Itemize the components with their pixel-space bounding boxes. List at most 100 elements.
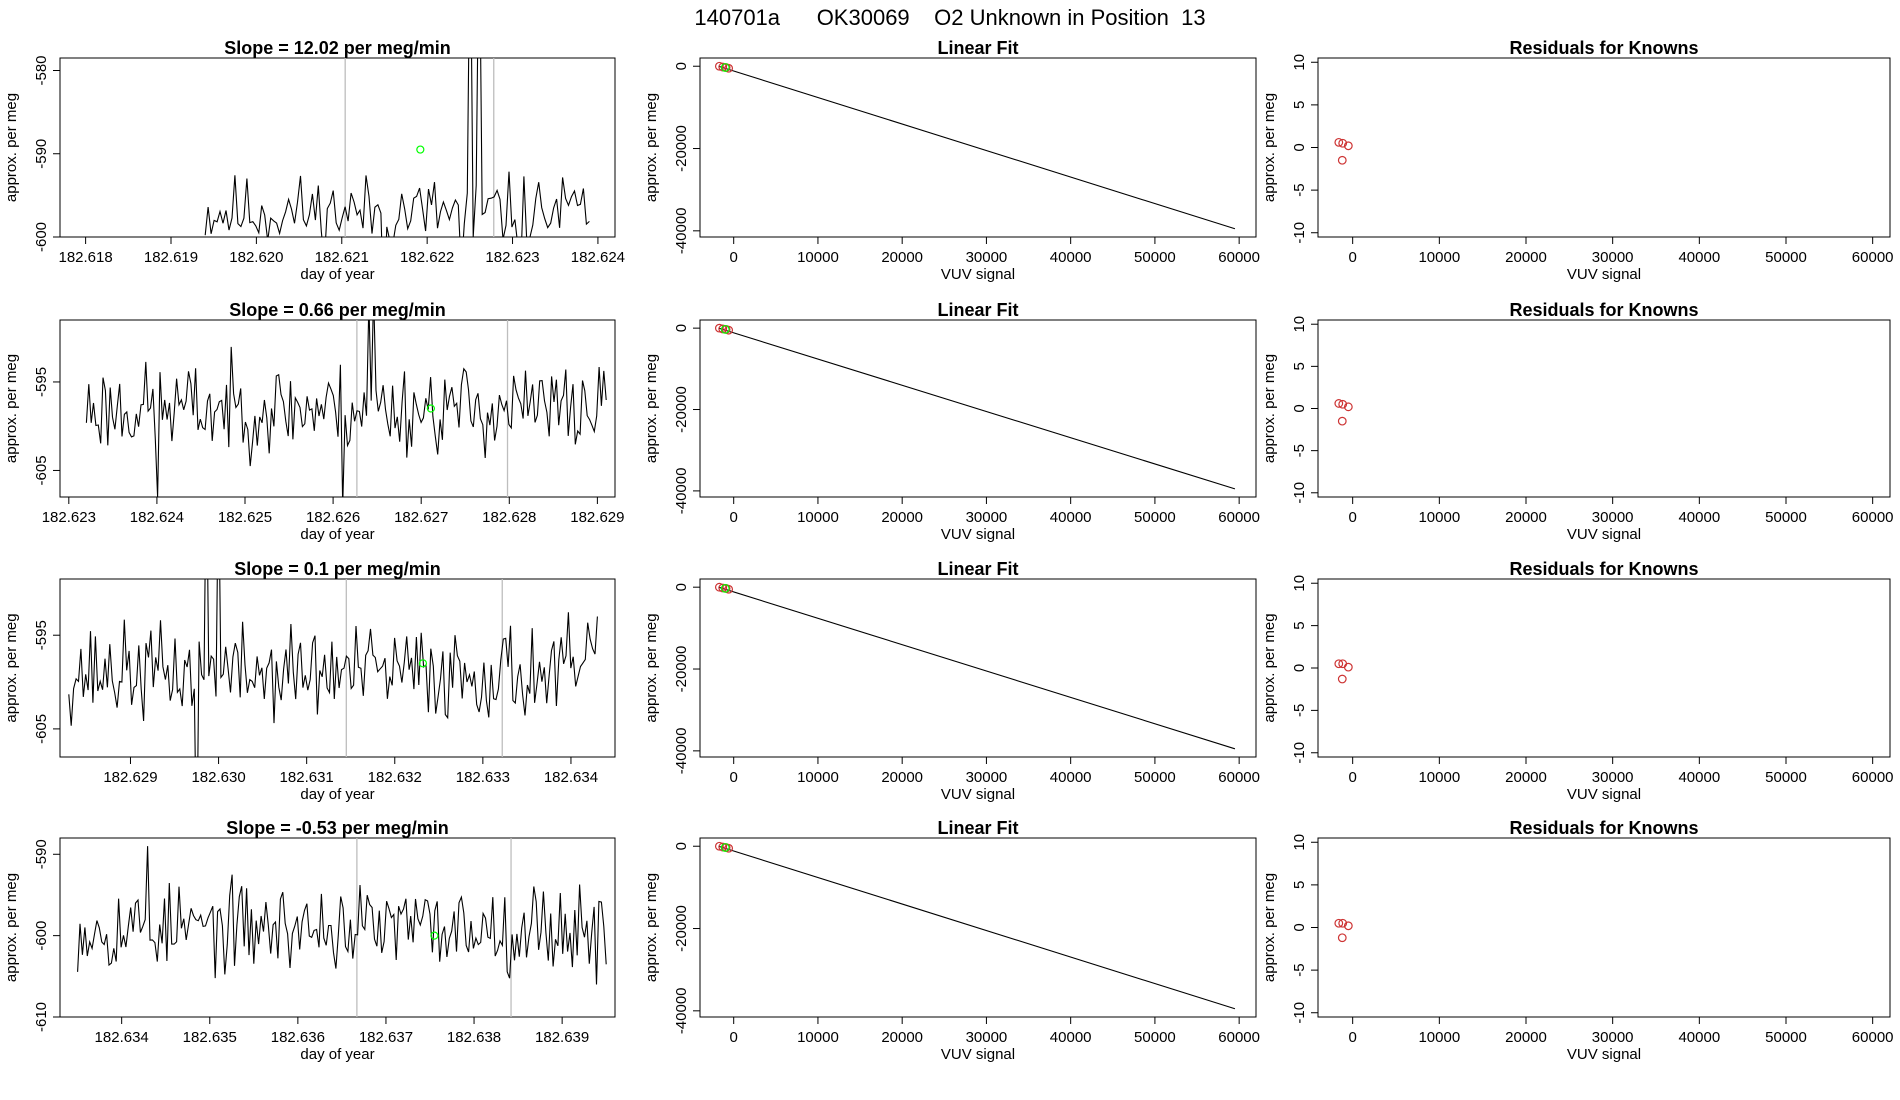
y-tick-label: 0: [673, 842, 690, 850]
plot-frame: [1317, 319, 1891, 498]
chart-title: Slope = 12.02 per meg/min: [224, 38, 451, 58]
x-axis-label: day of year: [300, 266, 374, 283]
x-tick-label: 20000: [1505, 1029, 1547, 1046]
x-tick-label: 10000: [1418, 769, 1460, 786]
y-tick-label: -605: [33, 714, 50, 744]
known-point: [1343, 141, 1353, 151]
x-tick-label: 50000: [1134, 509, 1176, 526]
y-tick-label: -10: [1291, 222, 1308, 244]
known-point: [1337, 933, 1347, 943]
plot-area: [68, 579, 598, 757]
x-tick-label: 182.620: [229, 249, 283, 266]
x-tick-label: 10000: [1418, 1029, 1460, 1046]
y-tick-label: -10: [1291, 742, 1308, 764]
plot-area: [1334, 659, 1353, 684]
x-tick-label: 182.627: [394, 509, 448, 526]
y-tick-label: 0: [673, 583, 690, 591]
known-point: [714, 841, 724, 851]
plot-frame: [699, 319, 1257, 498]
chart-title: Slope = -0.53 per meg/min: [226, 818, 449, 838]
x-tick-label: 20000: [881, 509, 923, 526]
x-tick-label: 30000: [966, 769, 1008, 786]
x-tick-label: 10000: [797, 249, 839, 266]
plot-frame: [59, 319, 616, 498]
x-tick-label: 30000: [1592, 1029, 1634, 1046]
trace-line: [85, 320, 607, 497]
plot-area: [714, 582, 1236, 750]
trace-line: [77, 846, 607, 985]
y-tick-label: 10: [1291, 834, 1308, 851]
y-tick-label: 10: [1291, 54, 1308, 71]
plot-area: [204, 58, 590, 237]
unknown-point: [418, 659, 428, 668]
plot-area: [85, 320, 607, 497]
unknown-point: [720, 63, 730, 72]
y-axis-label: approx. per meg: [643, 613, 660, 722]
x-tick-label: 60000: [1852, 769, 1894, 786]
plot-frame: [1317, 837, 1891, 1018]
x-tick-label: 182.624: [130, 509, 184, 526]
x-axis-label: VUV signal: [1567, 526, 1641, 543]
y-tick-label: -40000: [673, 987, 690, 1034]
x-tick-label: 182.619: [144, 249, 198, 266]
x-tick-label: 30000: [1592, 249, 1634, 266]
y-tick-label: -595: [33, 367, 50, 397]
y-tick-label: -20000: [673, 125, 690, 172]
unknown-point: [720, 843, 730, 852]
panel-trace-1: Slope = 12.02 per meg/min 182.618 182.619 1…: [3, 38, 625, 283]
y-tick-label: 0: [1291, 923, 1308, 931]
x-tick-label: 60000: [1218, 249, 1260, 266]
known-point: [1343, 921, 1353, 931]
x-tick-label: 182.625: [218, 509, 272, 526]
y-tick-label: -5: [1291, 704, 1308, 717]
chart-title: Linear Fit: [937, 38, 1018, 58]
x-tick-label: 50000: [1134, 769, 1176, 786]
x-tick-label: 10000: [797, 1029, 839, 1046]
x-tick-label: 182.634: [95, 1029, 149, 1046]
plot-area: [1334, 137, 1353, 165]
x-tick-label: 182.638: [447, 1029, 501, 1046]
x-tick-label: 0: [1348, 1029, 1356, 1046]
x-tick-label: 60000: [1852, 1029, 1894, 1046]
y-tick-label: -605: [33, 455, 50, 485]
known-point: [1343, 662, 1353, 672]
y-tick-label: 0: [1291, 143, 1308, 151]
y-axis-label: approx. per meg: [3, 873, 20, 982]
x-tick-label: 40000: [1678, 249, 1720, 266]
plot-frame: [699, 57, 1257, 238]
x-tick-label: 60000: [1852, 249, 1894, 266]
y-tick-label: -20000: [673, 646, 690, 693]
x-tick-label: 60000: [1218, 769, 1260, 786]
x-tick-label: 0: [730, 1029, 738, 1046]
x-tick-label: 0: [1348, 509, 1356, 526]
chart-title: Slope = 0.1 per meg/min: [234, 559, 441, 579]
known-point: [1338, 399, 1348, 409]
x-tick-label: 182.632: [368, 769, 422, 786]
panel-residuals-1: Residuals for Knowns 0 10000 20000 30000 4000…: [1261, 38, 1894, 283]
x-tick-label: 20000: [1505, 249, 1547, 266]
y-tick-label: -40000: [673, 207, 690, 254]
chart-title: Residuals for Knowns: [1509, 818, 1698, 838]
y-tick-label: -610: [33, 1002, 50, 1032]
y-tick-label: -600: [33, 921, 50, 951]
y-axis-label: approx. per meg: [3, 613, 20, 722]
y-tick-label: 0: [673, 324, 690, 332]
y-tick-label: -580: [33, 55, 50, 85]
known-point: [1334, 137, 1344, 147]
y-tick-label: -5: [1291, 963, 1308, 976]
x-tick-label: 30000: [1592, 769, 1634, 786]
x-tick-label: 0: [1348, 249, 1356, 266]
y-axis-label: approx. per meg: [3, 354, 20, 463]
x-axis-label: VUV signal: [941, 266, 1015, 283]
unknown-point: [720, 584, 730, 593]
y-axis-label: approx. per meg: [643, 93, 660, 202]
known-point: [1337, 416, 1347, 426]
x-tick-label: 182.629: [570, 509, 624, 526]
x-axis-label: VUV signal: [1567, 786, 1641, 803]
known-point: [724, 843, 734, 853]
x-tick-label: 10000: [1418, 509, 1460, 526]
y-tick-label: -10: [1291, 1002, 1308, 1024]
known-point: [724, 584, 734, 594]
unknown-point: [720, 324, 730, 334]
y-tick-label: -590: [33, 839, 50, 869]
